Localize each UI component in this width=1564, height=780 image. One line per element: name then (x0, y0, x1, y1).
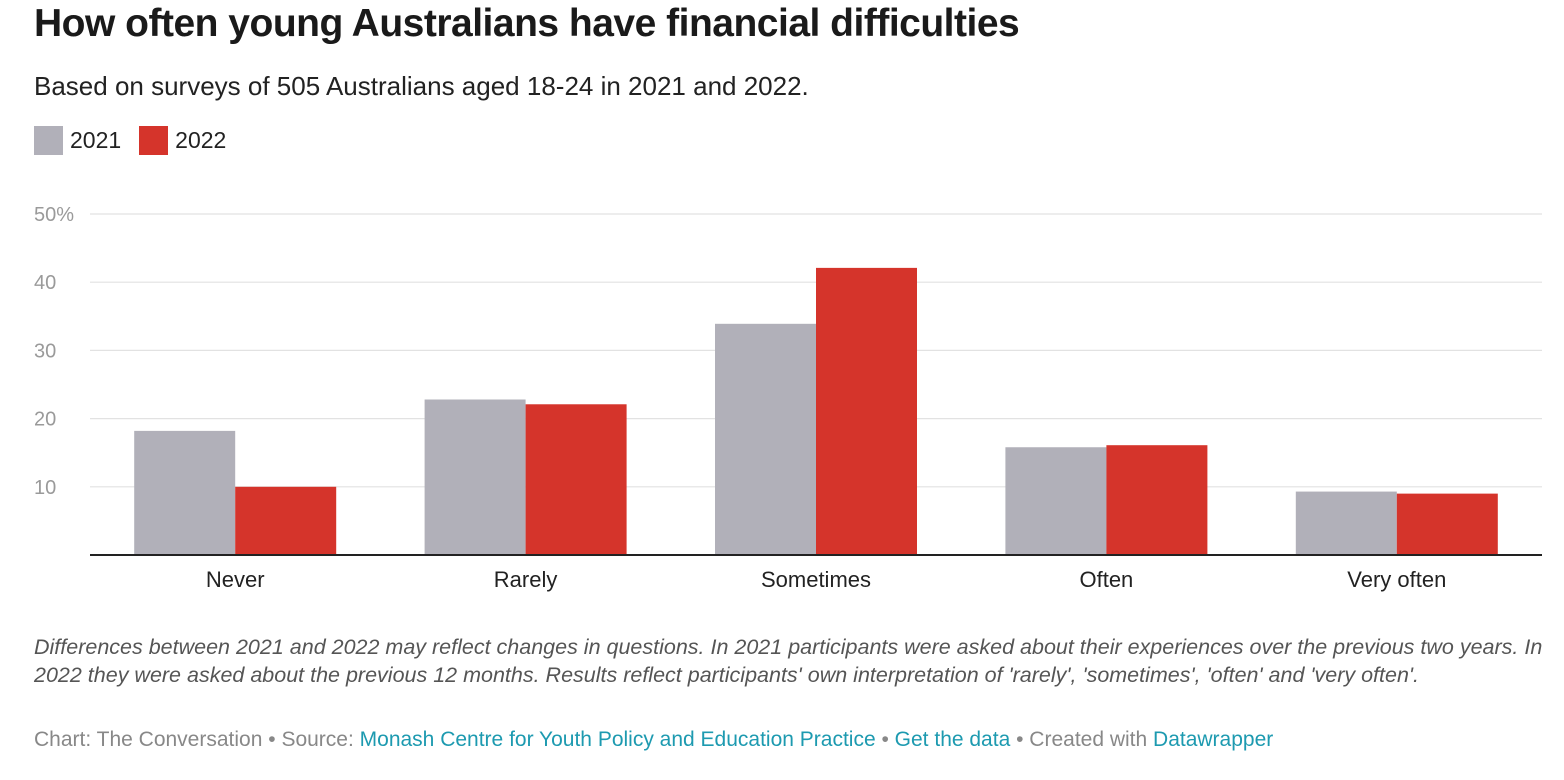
x-category-label: Never (206, 567, 265, 592)
bar-2022-sometimes (816, 267, 917, 555)
chart-subtitle: Based on surveys of 505 Australians aged… (34, 71, 809, 101)
chart-note: Differences between 2021 and 2022 may re… (34, 635, 1543, 687)
y-tick-label: 50% (34, 204, 74, 226)
legend-label-2021: 2021 (70, 127, 122, 153)
legend-item-2021: 2021 (34, 126, 121, 155)
x-category-label: Very often (1347, 567, 1446, 592)
bar-2021-rarely (424, 399, 526, 555)
legend-swatch-2021 (34, 126, 63, 155)
y-tick-label: 10 (34, 477, 56, 499)
footer-separator: • (875, 728, 895, 751)
footer-separator: • (1010, 728, 1030, 751)
bar-2022-often (1106, 445, 1208, 555)
x-category-label: Rarely (494, 567, 558, 592)
datawrapper-link[interactable]: Datawrapper (1153, 728, 1274, 751)
y-tick-label: 20 (34, 409, 56, 431)
chart-title: How often young Australians have financi… (34, 2, 1020, 45)
legend-item-2022: 2022 (139, 126, 226, 155)
created-label: Created with (1029, 728, 1154, 751)
legend-swatch-2022 (139, 126, 169, 155)
bar-2021-never (134, 430, 236, 555)
legend: 2021 2022 (34, 126, 244, 155)
footer: Chart: The Conversation • Source: Monash… (34, 728, 1273, 752)
bar-2021-often (1005, 447, 1107, 555)
legend-label-2022: 2022 (175, 127, 227, 153)
bar-2022-rarely (525, 404, 627, 555)
bar-chart: 10 20 30 40 50% Never Rarely Sometimes Often Very… (34, 204, 1542, 592)
x-category-label: Often (1079, 567, 1133, 592)
x-category-label: Sometimes (761, 567, 871, 592)
bar-2021-very-often (1295, 491, 1397, 555)
bar-2022-never (235, 486, 337, 555)
bar-2021-sometimes (715, 323, 816, 555)
footer-separator: • (262, 728, 282, 751)
source-link[interactable]: Monash Centre for Youth Policy and Educa… (359, 728, 876, 751)
bar-2022-very-often (1396, 493, 1498, 555)
y-tick-label: 30 (34, 340, 56, 362)
get-data-link[interactable]: Get the data (894, 728, 1011, 751)
source-label: Source: (281, 728, 360, 751)
y-tick-label: 40 (34, 272, 56, 294)
chart-credit: Chart: The Conversation (34, 728, 263, 751)
